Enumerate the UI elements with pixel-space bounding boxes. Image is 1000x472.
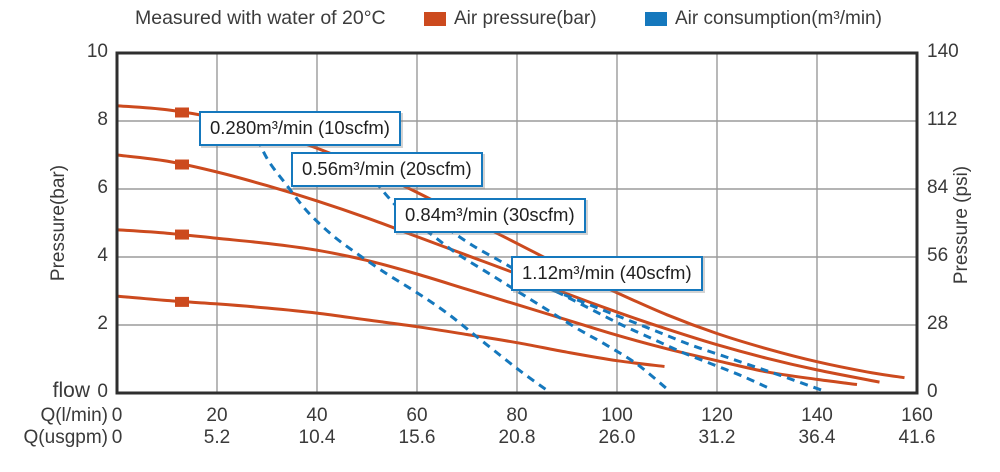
x-tick-lmin-120: 120 bbox=[701, 405, 733, 426]
x-tick-usgpm-41.6: 41.6 bbox=[898, 427, 936, 448]
x-tick-usgpm-15.6: 15.6 bbox=[398, 427, 436, 448]
x-tick-usgpm-20.8: 20.8 bbox=[498, 427, 536, 448]
series-marker-pressure-8.4bar bbox=[175, 107, 189, 118]
air-pressure-swatch-icon bbox=[424, 12, 446, 26]
x-tick-usgpm-26.0: 26.0 bbox=[598, 427, 636, 448]
x-tick-lmin-160: 160 bbox=[901, 405, 933, 426]
y-right-tick-56: 56 bbox=[927, 245, 949, 266]
series-marker-pressure-7bar bbox=[175, 159, 189, 170]
x-tick-lmin-0: 0 bbox=[111, 405, 123, 426]
x-tick-lmin-100: 100 bbox=[601, 405, 633, 426]
callout-10scfm: 0.280m³/min (10scfm) bbox=[199, 111, 401, 146]
legend-label-air-pressure: Air pressure(bar) bbox=[454, 8, 597, 29]
series-consumption-30scfm bbox=[446, 226, 773, 391]
series-marker-pressure-4.8bar bbox=[175, 229, 189, 240]
legend-item-air-consumption: Air consumption(m³/min) bbox=[645, 8, 882, 30]
series-pressure-8.4bar bbox=[116, 104, 905, 380]
series-pressure-7bar bbox=[116, 153, 880, 384]
x-tick-usgpm-31.2: 31.2 bbox=[698, 427, 736, 448]
y-right-tick-0: 0 bbox=[927, 381, 938, 402]
x-tick-usgpm-5.2: 5.2 bbox=[203, 427, 231, 448]
series-consumption-10scfm bbox=[250, 125, 548, 392]
x-axis-row1-label: Q(l/min) bbox=[40, 405, 108, 426]
chart-title: Measured with water of 20°C bbox=[135, 7, 386, 29]
y-right-tick-28: 28 bbox=[927, 313, 949, 334]
x-axis-row2-label: Q(usgpm) bbox=[23, 427, 108, 448]
y-axis-left-title: Pressure(bar) bbox=[48, 164, 69, 282]
x-tick-lmin-40: 40 bbox=[306, 405, 328, 426]
series-consumption-40scfm bbox=[511, 272, 823, 392]
y-left-tick-6: 6 bbox=[97, 177, 108, 198]
x-tick-usgpm-10.4: 10.4 bbox=[298, 427, 336, 448]
x-tick-usgpm-0: 0 bbox=[111, 427, 123, 448]
callout-40scfm: 1.12m³/min (40scfm) bbox=[511, 256, 703, 291]
y-right-tick-112: 112 bbox=[927, 109, 958, 130]
x-tick-lmin-60: 60 bbox=[406, 405, 428, 426]
plot-frame bbox=[115, 51, 919, 395]
legend-label-air-consumption: Air consumption(m³/min) bbox=[675, 8, 882, 29]
series-pressure-4.8bar bbox=[116, 228, 858, 386]
y-left-tick-4: 4 bbox=[97, 245, 108, 266]
y-left-tick-2: 2 bbox=[97, 313, 108, 334]
y-left-tick-8: 8 bbox=[97, 109, 108, 130]
y-right-tick-140: 140 bbox=[927, 41, 959, 62]
x-tick-lmin-20: 20 bbox=[206, 405, 228, 426]
series-marker-pressure-2.8bar bbox=[175, 296, 189, 307]
callout-20scfm: 0.56m³/min (20scfm) bbox=[291, 152, 483, 187]
y-axis-right-title: Pressure (psi) bbox=[951, 165, 972, 285]
x-tick-lmin-80: 80 bbox=[506, 405, 528, 426]
x-tick-lmin-140: 140 bbox=[801, 405, 833, 426]
y-left-tick-0: 0 bbox=[97, 381, 108, 402]
callout-30scfm: 0.84m³/min (30scfm) bbox=[394, 198, 586, 233]
flow-label: flow bbox=[52, 379, 90, 402]
air-consumption-swatch-icon bbox=[645, 12, 667, 26]
series-pressure-2.8bar bbox=[116, 294, 665, 368]
x-tick-usgpm-36.4: 36.4 bbox=[798, 427, 836, 448]
legend-item-air-pressure: Air pressure(bar) bbox=[424, 8, 597, 30]
y-right-tick-84: 84 bbox=[927, 177, 949, 198]
y-left-tick-10: 10 bbox=[86, 41, 108, 62]
